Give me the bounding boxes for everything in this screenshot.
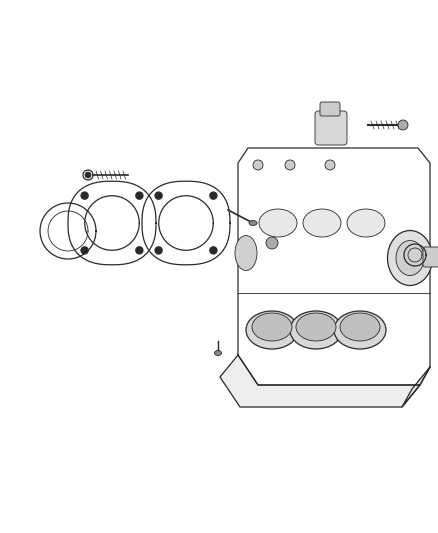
FancyBboxPatch shape [315, 111, 347, 145]
FancyBboxPatch shape [320, 102, 340, 116]
Circle shape [285, 160, 295, 170]
Circle shape [210, 247, 217, 254]
Ellipse shape [249, 221, 257, 225]
Circle shape [398, 120, 408, 130]
Polygon shape [220, 355, 420, 407]
Circle shape [155, 192, 162, 199]
FancyBboxPatch shape [423, 247, 438, 267]
Ellipse shape [252, 313, 292, 341]
Circle shape [266, 237, 278, 249]
Circle shape [325, 160, 335, 170]
Ellipse shape [296, 313, 336, 341]
Polygon shape [238, 148, 430, 385]
Circle shape [155, 247, 162, 254]
Circle shape [81, 247, 88, 254]
Ellipse shape [340, 313, 380, 341]
Circle shape [136, 247, 143, 254]
Ellipse shape [303, 209, 341, 237]
Ellipse shape [334, 311, 386, 349]
Circle shape [85, 172, 91, 178]
Circle shape [136, 192, 143, 199]
Circle shape [81, 192, 88, 199]
Ellipse shape [388, 230, 432, 286]
Ellipse shape [259, 209, 297, 237]
Circle shape [253, 160, 263, 170]
Ellipse shape [215, 351, 222, 356]
Polygon shape [402, 367, 430, 407]
Ellipse shape [290, 311, 342, 349]
Ellipse shape [347, 209, 385, 237]
Circle shape [210, 192, 217, 199]
Ellipse shape [396, 240, 424, 276]
Ellipse shape [235, 236, 257, 271]
Ellipse shape [246, 311, 298, 349]
